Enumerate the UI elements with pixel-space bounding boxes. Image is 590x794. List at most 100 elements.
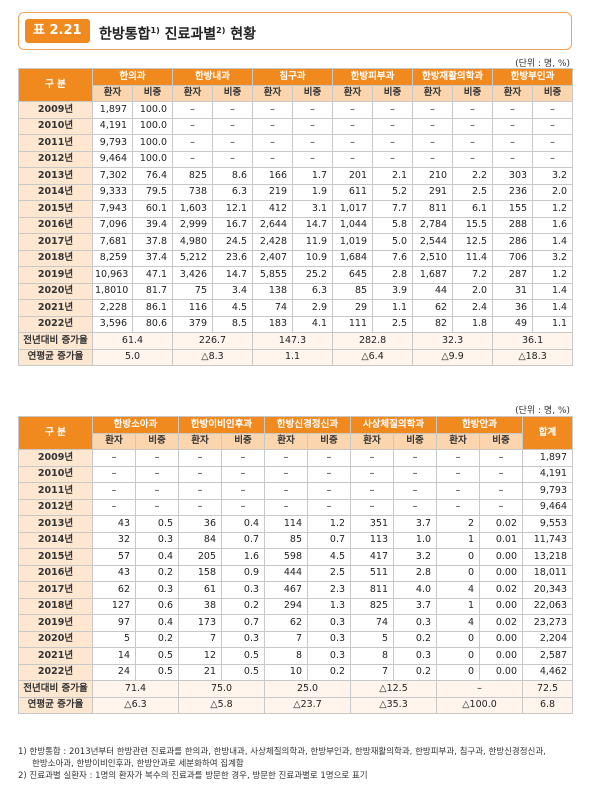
table-cell: 43	[92, 564, 136, 582]
table-cell: 825	[172, 167, 214, 185]
table-cell: –	[134, 449, 180, 467]
table-cell: 0.3	[134, 581, 180, 599]
subheader-patients: 환자	[178, 432, 223, 450]
table-cell: 1,8010	[92, 282, 133, 300]
table-cell: 825	[350, 597, 395, 615]
subheader-ratio: 비중	[307, 432, 352, 450]
table-row: 2011년 9,793 100.0– – – – – – – – – –	[18, 134, 574, 152]
table-cell: –	[412, 117, 454, 135]
table-cell: 611	[332, 183, 374, 201]
table-cell: 4	[436, 581, 481, 599]
table-cell: 2,999	[172, 216, 214, 234]
table-cell: 62	[412, 299, 454, 317]
table-cell: 6.3	[292, 282, 334, 300]
subheader-ratio: 비중	[532, 84, 574, 102]
table-cell: 24	[92, 663, 136, 681]
table-cell: –	[436, 465, 481, 483]
row-year: 2015년	[18, 200, 93, 218]
table-cell: 0.01	[479, 531, 524, 549]
row-year: 2009년	[18, 101, 93, 119]
table-cell: 1.2	[532, 200, 574, 218]
table-cell: 1.7	[292, 167, 334, 185]
table-cell: 1.2	[532, 266, 574, 284]
header-gubun: 구 분	[18, 416, 93, 450]
footnote-1-cont: 한방소아과, 한방이비인후과, 한방안과로 세분화하여 집계함	[32, 759, 244, 769]
row-year: 2013년	[18, 515, 93, 533]
table-cell: 0.00	[479, 647, 524, 665]
table-cell: 412	[252, 200, 294, 218]
table-cell: 0.7	[307, 531, 352, 549]
yoy-label: 전년대비 증가율	[18, 680, 93, 698]
table-cell: –	[350, 449, 395, 467]
table-cell: –	[212, 117, 254, 135]
cagr-label: 연평균 증가율	[18, 696, 93, 714]
row-year: 2020년	[18, 282, 93, 300]
title-end: 현황	[225, 26, 257, 43]
table-cell: 8.5	[212, 315, 254, 333]
table-cell: 23.6	[212, 249, 254, 267]
row-year: 2011년	[18, 482, 93, 500]
table-cell: 4.5	[212, 299, 254, 317]
table-cell: 2.5	[452, 183, 494, 201]
table-cell: 43	[92, 515, 136, 533]
table-cell: 32	[92, 531, 136, 549]
table-row: 2019년 10,963 47.1 3,426 14.7 5,855 25.2 645 2.8 1…	[18, 266, 574, 284]
table-cell: 10,963	[92, 266, 133, 284]
table-cell: 0.6	[134, 597, 180, 615]
row-year: 2010년	[18, 117, 93, 135]
table-cell: 4,191	[92, 117, 133, 135]
table-cell: 10	[264, 663, 309, 681]
table-cell: 2,204	[522, 630, 574, 648]
table-cell: 49	[492, 315, 534, 333]
subheader-ratio: 비중	[452, 84, 494, 102]
table-cell: 16.7	[212, 216, 254, 234]
row-year: 2021년	[18, 299, 93, 317]
title-sup2: 2)	[216, 26, 226, 35]
subheader-ratio: 비중	[134, 432, 180, 450]
table-cell: –	[292, 117, 334, 135]
table-row: 2022년 24 0.5 21 0.5 10 0.2 7 0.2 0 0.00 4,462	[18, 663, 574, 681]
row-year: 2022년	[18, 663, 93, 681]
table-cell: 0.3	[393, 614, 438, 632]
table-cell: 3.2	[393, 548, 438, 566]
table-cell: 1	[436, 597, 481, 615]
table-cell: 10.9	[292, 249, 334, 267]
cagr-row: 연평균 증가율 △6.3 △5.8 △23.7 △35.3 △100.0 6.8	[18, 696, 574, 714]
table-cell: 5.0	[372, 233, 414, 251]
table-cell: 1.9	[292, 183, 334, 201]
table-cell: –	[412, 134, 454, 152]
subheader-ratio: 비중	[393, 432, 438, 450]
table-cell: 0.2	[393, 630, 438, 648]
table-cell: 173	[178, 614, 223, 632]
table-row: 2014년 9,333 79.5 738 6.3 219 1.9 611 5.2 291 2.5 23…	[18, 183, 574, 201]
table-cell: –	[372, 101, 414, 119]
cagr-value: 5.0	[91, 348, 174, 366]
table-cell: 1.0	[393, 531, 438, 549]
table-cell: 3.2	[532, 167, 574, 185]
table-cell: –	[252, 101, 294, 119]
table-cell: 9,793	[92, 134, 133, 152]
table-cell: –	[350, 482, 395, 500]
table-cell: 39.4	[131, 216, 174, 234]
table-cell: –	[492, 117, 534, 135]
yoy-value: 282.8	[332, 332, 414, 350]
table-row: 2013년 43 0.5 36 0.4 114 1.2 351 3.7 2 0.02 9,553	[18, 515, 574, 533]
table-row: 2018년 127 0.6 38 0.2 294 1.3 825 3.7 1 0.00 22,063	[18, 597, 574, 615]
table-cell: 113	[350, 531, 395, 549]
table-cell: 2.8	[393, 564, 438, 582]
table-cell: 291	[412, 183, 454, 201]
table-cell: 205	[178, 548, 223, 566]
table-cell: –	[252, 150, 294, 168]
table-row: 2017년 7,681 37.8 4,980 24.5 2,428 11.9 1,019 5.0…	[18, 233, 574, 251]
table-cell: 1,019	[332, 233, 374, 251]
row-year: 2019년	[18, 266, 93, 284]
table-cell: 0	[436, 647, 481, 665]
table-cell: 1.3	[307, 597, 352, 615]
row-year: 2014년	[18, 531, 93, 549]
table-row: 2009년 1,897 100.0– – – – – – – – – –	[18, 101, 574, 119]
table-cell: 22,063	[522, 597, 574, 615]
table-title: 한방통합1) 진료과별2) 현황	[99, 21, 256, 45]
table-row: 2011년 – – – – – – – – – –9,793	[18, 482, 574, 500]
yoy-total: 72.5	[522, 680, 574, 698]
cagr-value: △23.7	[264, 696, 352, 714]
